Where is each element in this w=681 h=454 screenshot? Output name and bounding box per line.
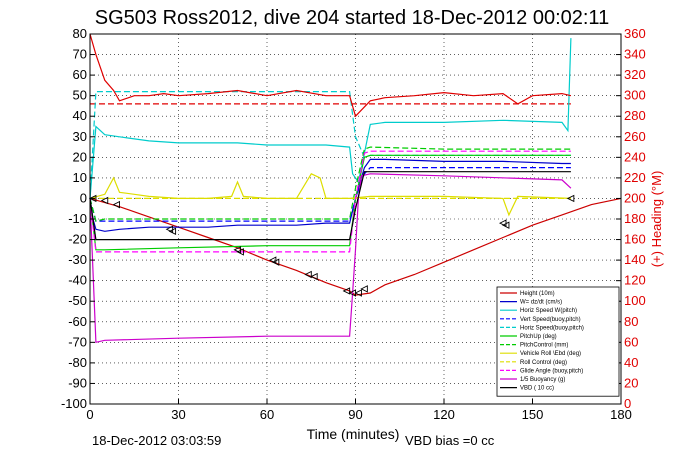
chart-title: SG503 Ross2012, dive 204 started 18-Dec-… <box>95 7 609 29</box>
y-tick-label: -40 <box>68 273 87 288</box>
y-tick-label: -100 <box>61 396 87 411</box>
triangle-marker <box>100 196 109 205</box>
y-tick-label: -70 <box>68 334 87 349</box>
y-right-tick-label: 260 <box>624 129 646 144</box>
legend-label: Roll Control (deg) <box>520 360 567 366</box>
triangle-marker <box>165 225 174 234</box>
series-1-5-buoyancy-g <box>89 173 572 344</box>
y-right-tick-label: 20 <box>624 375 638 390</box>
y-right-tick-label: 120 <box>624 273 646 288</box>
y-tick-label: -10 <box>68 211 87 226</box>
x-tick-label: 90 <box>348 407 362 422</box>
y-tick-label: 0 <box>80 190 87 205</box>
footer-vbd-bias: VBD bias =0 cc <box>405 433 495 448</box>
y-tick-label: -90 <box>68 375 87 390</box>
x-tick-label: 120 <box>433 407 455 422</box>
y-right-tick-label: 240 <box>624 149 646 164</box>
legend-label: W= dz/dt (cm/s) <box>520 300 562 306</box>
y-right-tick-label: 280 <box>624 108 646 123</box>
triangle-marker <box>501 221 510 229</box>
triangle-marker <box>342 287 351 295</box>
triangle-marker <box>168 227 177 236</box>
x-tick-label: 60 <box>260 407 274 422</box>
triangle-marker <box>310 272 318 281</box>
right-axis-label: (+) Heading (°M) <box>649 171 664 268</box>
legend-label: Vert Speed(buoy,pitch) <box>520 317 581 323</box>
y-tick-label: 20 <box>73 149 87 164</box>
y-tick-label: -30 <box>68 252 87 267</box>
series-heading <box>89 33 572 118</box>
series-glide-angle-buoy-pitch <box>89 150 571 253</box>
y-tick-label: -60 <box>68 314 87 329</box>
y-right-tick-label: 0 <box>624 396 631 411</box>
legend-box <box>496 286 620 397</box>
y-right-tick-label: 340 <box>624 47 646 62</box>
triangle-marker <box>236 248 244 256</box>
series-vbd-10-cc <box>89 171 571 241</box>
legend-label: VBD ( 10 cc) <box>520 386 554 392</box>
marker-layer <box>88 194 575 297</box>
x-tick-label: 150 <box>522 407 544 422</box>
y-right-tick-label: 140 <box>624 252 646 267</box>
triangle-marker <box>271 258 280 266</box>
x-axis-label: Time (minutes) <box>307 426 400 442</box>
y-right-tick-label: 160 <box>624 232 646 247</box>
x-tick-label: 180 <box>610 407 632 422</box>
triangle-marker <box>233 246 241 254</box>
legend-label: PitchControl (mm) <box>520 343 568 349</box>
legend-label: Vehicle Roll \Ebd (deg) <box>520 351 581 357</box>
triangle-marker <box>112 200 121 209</box>
legend-label: PitchUp (deg) <box>520 334 557 340</box>
y-right-tick-label: 180 <box>624 211 646 226</box>
y-tick-label: 10 <box>73 170 87 185</box>
triangle-marker <box>88 194 97 203</box>
y-right-tick-label: 320 <box>624 67 646 82</box>
y-right-tick-label: 220 <box>624 170 646 185</box>
series-pitchup-deg <box>89 154 571 251</box>
legend-label: Horiz Speed(buoy,pitch) <box>520 325 584 331</box>
footer-timestamp: 18-Dec-2012 03:03:59 <box>92 433 221 448</box>
series-layer <box>89 33 622 344</box>
x-tick-label: 30 <box>171 407 185 422</box>
legend-label: Height (10m) <box>520 291 555 297</box>
series-w-dz-dt-cm-s <box>89 158 571 232</box>
triangle-marker <box>304 270 312 279</box>
triangle-marker <box>360 285 368 293</box>
triangle-marker <box>268 256 277 264</box>
series-pitchcontrol-mm <box>89 146 571 222</box>
y-tick-label: -50 <box>68 293 87 308</box>
y-right-tick-label: 360 <box>624 26 646 41</box>
y-tick-label: -80 <box>68 355 87 370</box>
y-tick-label: 70 <box>73 47 87 62</box>
y-right-tick-label: 60 <box>624 334 638 349</box>
triangle-marker <box>566 194 575 203</box>
x-tick-label: 0 <box>86 407 93 422</box>
series-horiz-speed-w-pitch <box>89 38 572 199</box>
y-tick-label: -20 <box>68 232 87 247</box>
y-right-tick-label: 100 <box>624 293 646 308</box>
y-tick-label: 50 <box>73 88 87 103</box>
y-tick-label: 30 <box>73 129 87 144</box>
legend: Height (10m) W= dz/dt (cm/s) Horiz Speed W… <box>496 286 620 397</box>
y-right-tick-label: 300 <box>624 88 646 103</box>
y-right-tick-label: 40 <box>624 355 638 370</box>
legend-label: 1/5 Buoyancy (g) <box>520 377 565 383</box>
y-tick-label: 40 <box>73 108 87 123</box>
y-right-tick-label: 200 <box>624 190 646 205</box>
y-tick-label: 80 <box>73 26 87 41</box>
triangle-marker <box>498 219 507 227</box>
legend-label: Horiz Speed W(pitch) <box>520 308 577 314</box>
axes: 80706050403020100-10-20-30-40-50-60-70-8… <box>61 26 646 422</box>
y-tick-label: 60 <box>73 67 87 82</box>
y-right-tick-label: 80 <box>624 314 638 329</box>
series-vert-speed-buoy-pitch <box>89 167 571 222</box>
legend-label: Glide Angle (buoy,pitch) <box>520 368 583 374</box>
triangle-marker <box>354 289 362 297</box>
